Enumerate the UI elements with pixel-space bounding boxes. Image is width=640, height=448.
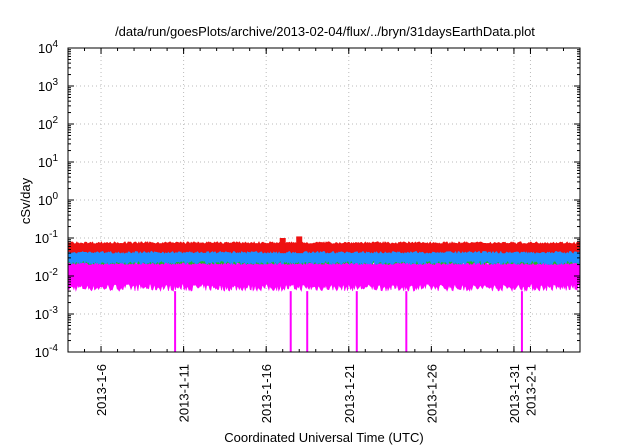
chart-series — [67, 236, 581, 352]
x-tick-label: 2013-1-6 — [94, 364, 109, 416]
x-tick-label: 2013-1-26 — [424, 364, 439, 423]
series-band — [67, 256, 581, 352]
y-tick-label: 10-4 — [35, 343, 59, 360]
x-tick-label: 2013-1-11 — [177, 364, 192, 422]
y-tick-label: 103 — [38, 77, 58, 94]
y-tick-label: 10-2 — [35, 267, 59, 284]
x-tick-label: 2013-1-31 — [507, 364, 522, 423]
series-spike — [296, 236, 303, 254]
y-axis-label: cSv/day — [18, 177, 33, 224]
y-tick-label: 100 — [38, 191, 58, 208]
x-tick-label: 2013-2-1 — [523, 364, 538, 416]
y-tick-label: 10-1 — [35, 229, 59, 246]
x-axis-ticks: 2013-1-6 2013-1-11 2013-1-16 2013-1-21 2013-… — [67, 48, 581, 423]
y-tick-label: 101 — [38, 153, 58, 170]
y-tick-label: 102 — [38, 115, 58, 132]
y-axis-ticks: 10-4 10-3 10-2 10-1 100 101 102 103 104 — [35, 39, 580, 360]
y-tick-label: 10-3 — [35, 305, 59, 322]
series-spike — [279, 238, 286, 254]
series-band — [67, 236, 581, 254]
chart-grid — [68, 48, 580, 352]
x-tick-label: 2013-1-16 — [259, 364, 274, 423]
x-axis-label: Coordinated Universal Time (UTC) — [224, 430, 423, 445]
y-tick-label: 104 — [38, 39, 58, 56]
x-tick-label: 2013-1-21 — [342, 364, 357, 423]
chart-title: /data/run/goesPlots/archive/2013-02-04/f… — [115, 24, 535, 39]
